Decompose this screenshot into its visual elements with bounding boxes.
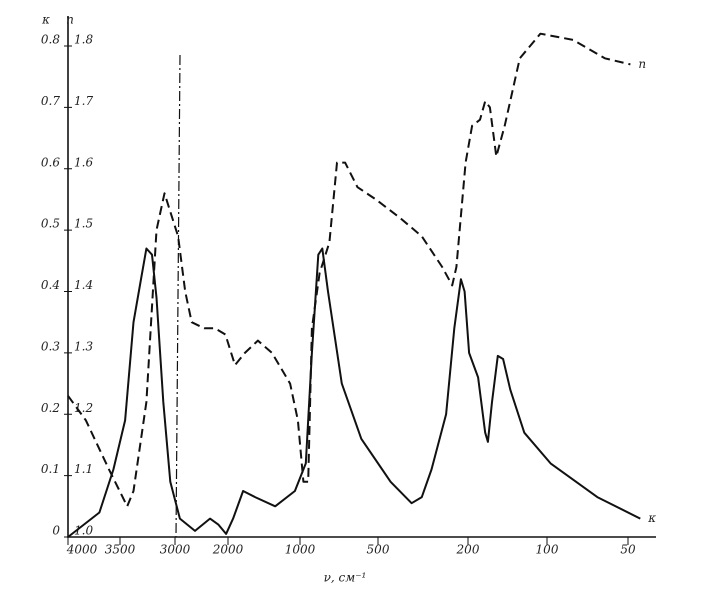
x-tick-label: 500 (367, 543, 390, 557)
y-axis-label: κ (41, 13, 50, 27)
y-tick-label: 0.7 (41, 94, 60, 108)
x-tick-label: 50 (620, 543, 636, 557)
x-tick-label: 4000 (66, 543, 98, 557)
y2-tick-label: 1.4 (74, 278, 93, 292)
y-tick-label: 0.2 (41, 401, 60, 415)
y2-tick-label: 1.0 (74, 524, 93, 538)
x-tick-label: 2000 (212, 543, 244, 557)
y-tick-label: 0.3 (41, 339, 60, 353)
y-tick-label: 0.4 (41, 278, 60, 292)
y-tick-label: 0.6 (41, 155, 60, 169)
y2-tick-label: 1.5 (74, 217, 93, 231)
x-tick-label: 200 (456, 543, 480, 557)
data-line (67, 247, 641, 538)
y2-tick-label: 1.7 (74, 94, 93, 108)
y2-tick-label: 1.1 (74, 462, 93, 476)
x-tick-label: 3500 (105, 543, 136, 557)
marker-line (175, 54, 181, 538)
y2-tick-label: 1.6 (74, 155, 93, 169)
series-label: κ (647, 511, 656, 525)
y2-axis-label: n (66, 13, 74, 27)
x-tick-label: 100 (536, 543, 559, 557)
y-tick-label: 0.8 (41, 33, 60, 47)
x-tick-label: 3000 (160, 543, 191, 557)
x-axis-label: ν, см⁻¹ (324, 571, 367, 585)
y-tick-label: 0.5 (41, 217, 60, 231)
data-line (67, 32, 631, 508)
y-tick-label: 0 (52, 524, 60, 538)
y-tick-label: 0.1 (41, 462, 60, 476)
y2-tick-label: 1.3 (74, 339, 93, 353)
series-label: n (638, 57, 646, 71)
y2-tick-label: 1.8 (74, 33, 93, 47)
x-tick-label: 1000 (285, 543, 316, 557)
